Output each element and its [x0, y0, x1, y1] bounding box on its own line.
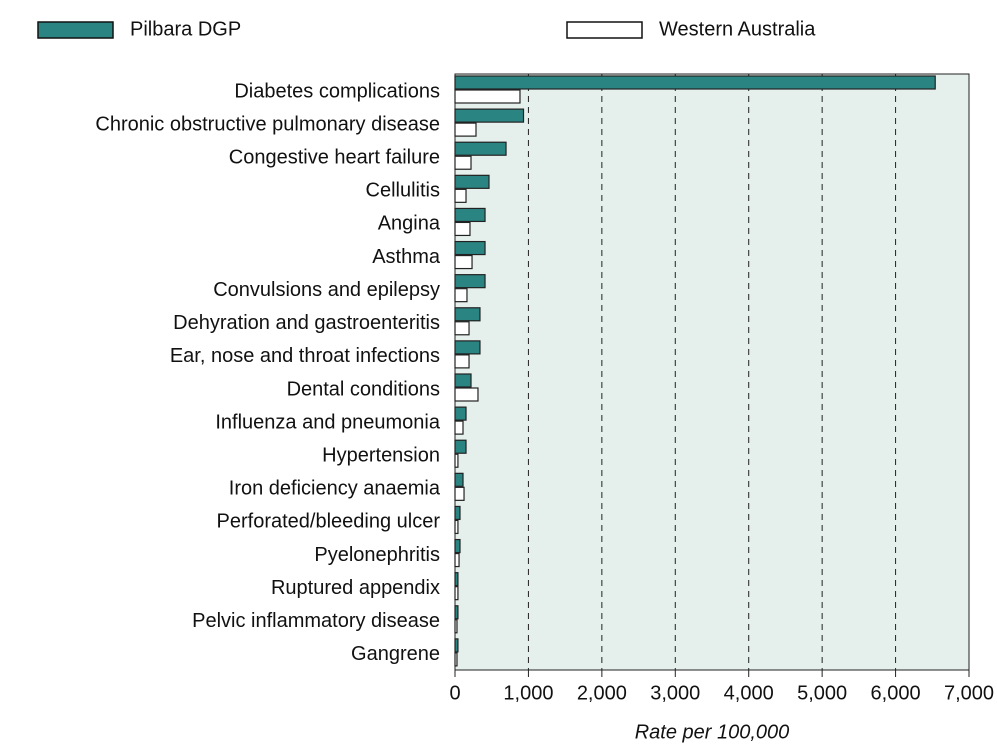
bar: [454, 406, 467, 421]
x-tick-label: 6,000: [871, 682, 921, 704]
y-tick-label: Influenza and pneumonia: [215, 411, 440, 433]
bar: [454, 486, 465, 501]
bar: [454, 605, 459, 620]
bar: [454, 122, 477, 137]
bar: [454, 538, 461, 554]
bar: [454, 188, 467, 203]
bar: [454, 174, 490, 189]
bar: [454, 519, 459, 535]
legend-swatch: [566, 21, 643, 39]
bar: [454, 340, 481, 355]
bar: [454, 572, 459, 587]
legend-label: Western Australia: [659, 18, 816, 40]
bar: [454, 505, 461, 521]
bar: [454, 89, 521, 104]
y-tick-label: Convulsions and epilepsy: [213, 279, 440, 301]
bar: [454, 207, 486, 223]
y-tick-label: Ear, nose and throat infections: [170, 345, 440, 367]
bar: [454, 321, 470, 336]
bar: [454, 638, 459, 653]
y-tick-label: Angina: [378, 213, 441, 235]
plot-area: [454, 73, 970, 671]
y-tick-label: Congestive heart failure: [229, 147, 440, 169]
y-tick-label: Asthma: [372, 246, 441, 268]
bar: [454, 240, 486, 256]
x-tick-label: 0: [449, 682, 460, 704]
x-tick-label: 2,000: [577, 682, 627, 704]
bar: [454, 354, 470, 369]
bar: [454, 420, 464, 435]
y-tick-label: Pelvic inflammatory disease: [192, 610, 440, 632]
bar: [454, 373, 472, 388]
bar: [454, 254, 473, 270]
bar: [454, 552, 460, 568]
x-axis-label: Rate per 100,000: [635, 721, 790, 743]
bar: [454, 652, 458, 667]
x-tick-label: 3,000: [650, 682, 700, 704]
y-tick-label: Chronic obstructive pulmonary disease: [95, 113, 440, 135]
bar: [454, 75, 936, 90]
y-tick-label: Ruptured appendix: [271, 577, 440, 599]
legend-swatch: [37, 21, 114, 39]
y-tick-label: Cellulitis: [366, 180, 440, 202]
y-tick-label: Hypertension: [322, 445, 440, 467]
y-tick-label: Diabetes complications: [234, 80, 440, 102]
y-tick-label: Iron deficiency anaemia: [229, 478, 441, 500]
bar: [454, 586, 459, 601]
bar: [454, 472, 464, 487]
bar: [454, 387, 479, 402]
x-tick-label: 5,000: [797, 682, 847, 704]
x-tick-label: 7,000: [944, 682, 994, 704]
y-tick-label: Dental conditions: [287, 378, 440, 400]
bar: [454, 274, 486, 289]
bar: [454, 453, 459, 468]
x-tick-label: 4,000: [724, 682, 774, 704]
bar: [454, 307, 481, 322]
bar: [454, 288, 468, 303]
y-tick-label: Dehyration and gastroenteritis: [173, 312, 440, 334]
bar: [454, 108, 525, 123]
x-tick-label: 1,000: [503, 682, 553, 704]
bar: [454, 619, 458, 634]
bar: [454, 439, 467, 454]
y-tick-label: Gangrene: [351, 643, 440, 665]
bar: [454, 141, 507, 156]
y-tick-label: Pyelonephritis: [314, 544, 440, 566]
bar: [454, 221, 471, 237]
y-tick-label: Perforated/bleeding ulcer: [217, 511, 441, 533]
bar: [454, 155, 472, 170]
legend-label: Pilbara DGP: [130, 18, 241, 40]
